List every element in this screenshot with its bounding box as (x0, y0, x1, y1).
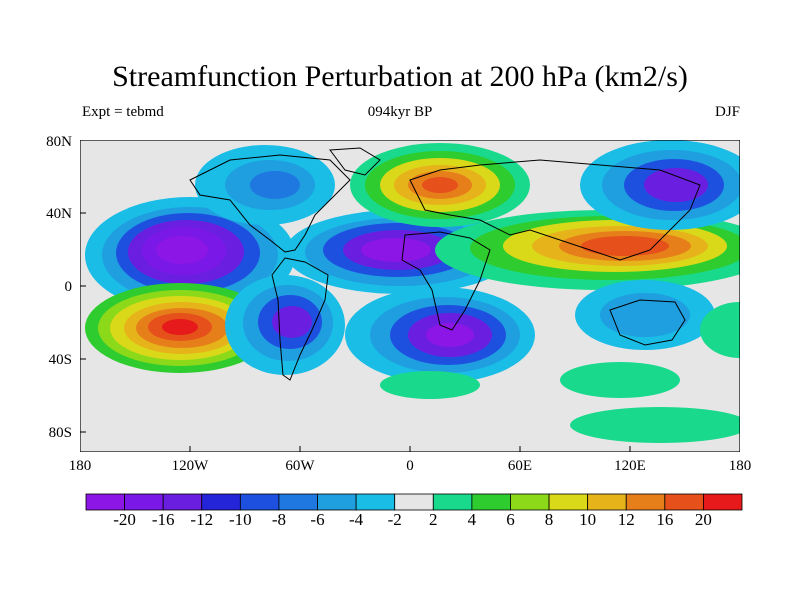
colorbar-swatch (317, 493, 357, 511)
colorbar-swatch (471, 493, 511, 511)
anomaly-blob (380, 371, 480, 399)
anomaly-blob (570, 407, 740, 443)
lon-label: 120W (171, 458, 209, 474)
lon-label: 180 (68, 458, 92, 474)
colorbar-swatch (124, 493, 164, 511)
colorbar-label: 8 (544, 510, 554, 529)
season-label: DJF (714, 104, 740, 120)
colorbar-swatch (703, 493, 743, 511)
anomaly-blob (85, 283, 275, 373)
colorbar-label: -4 (349, 510, 364, 529)
lat-label: 40S (48, 352, 72, 368)
colorbar-label: 6 (506, 510, 515, 529)
colorbar-swatch (278, 493, 318, 511)
axis-ticks (80, 140, 631, 452)
colorbar-label: 2 (429, 510, 438, 529)
anomaly-blob (580, 140, 740, 230)
anomaly-blob (560, 362, 680, 398)
lon-label: 0 (406, 458, 414, 474)
coastlines (189, 147, 701, 381)
colorbar-swatch (201, 493, 241, 511)
anomaly-blob (575, 280, 715, 350)
colorbar-swatch (162, 493, 203, 511)
colorbar-swatch (587, 493, 627, 511)
colorbar-label: -10 (229, 510, 252, 529)
colorbar-label: 12 (617, 510, 635, 529)
colorbar-label: -12 (190, 510, 214, 529)
colorbar-swatch (85, 493, 125, 511)
plot-title: Streamfunction Perturbation at 200 hPa (… (112, 60, 688, 93)
streamfunction-map (80, 140, 740, 452)
time-label: 094kyr BP (367, 104, 433, 120)
colorbar (85, 493, 743, 511)
lon-label: 60E (507, 458, 533, 474)
colorbar-label: 4 (467, 510, 477, 529)
anomaly-blob (350, 143, 530, 227)
lat-label: 40N (46, 206, 72, 222)
lon-label: 180 (728, 458, 752, 474)
colorbar-swatch (510, 493, 550, 511)
colorbar-swatch (394, 493, 434, 511)
colorbar-swatch (432, 493, 473, 511)
colorbar-label: 16 (656, 510, 674, 529)
anomaly-blob (225, 275, 345, 375)
anomaly-blob (195, 145, 335, 225)
lon-label: 120E (614, 458, 646, 474)
colorbar-label: -16 (151, 510, 175, 529)
lat-label: 80N (46, 134, 72, 150)
anomaly-blob (85, 197, 295, 313)
lat-label: 80S (48, 425, 72, 441)
colorbar-swatch (548, 493, 589, 511)
colorbar-swatch (239, 493, 280, 511)
colorbar-label: 20 (694, 510, 712, 529)
colorbar-label: -2 (387, 510, 402, 529)
colorbar-swatch (355, 493, 396, 511)
colorbar-label: 10 (579, 510, 597, 529)
colorbar-label: -8 (271, 510, 287, 529)
lon-label: 60W (285, 458, 315, 474)
colorbar-swatch (664, 493, 704, 511)
anomaly-blob (700, 302, 740, 358)
lat-label: 0 (64, 279, 73, 295)
colorbar-label: -20 (113, 510, 136, 529)
colorbar-swatch (625, 493, 666, 511)
experiment-label: Expt = tebmd (82, 104, 164, 120)
colorbar-label: -6 (310, 510, 325, 529)
anomaly-blob (345, 287, 535, 383)
